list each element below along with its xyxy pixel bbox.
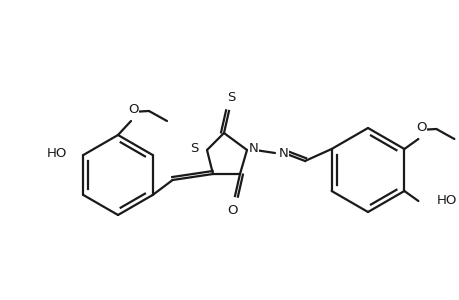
- Text: N: N: [279, 146, 288, 160]
- Text: O: O: [415, 121, 425, 134]
- Text: HO: HO: [47, 146, 67, 160]
- Text: O: O: [227, 204, 238, 217]
- Text: S: S: [190, 142, 199, 154]
- Text: O: O: [129, 103, 139, 116]
- Text: HO: HO: [436, 194, 456, 208]
- Text: N: N: [248, 142, 258, 154]
- Text: S: S: [226, 91, 235, 104]
